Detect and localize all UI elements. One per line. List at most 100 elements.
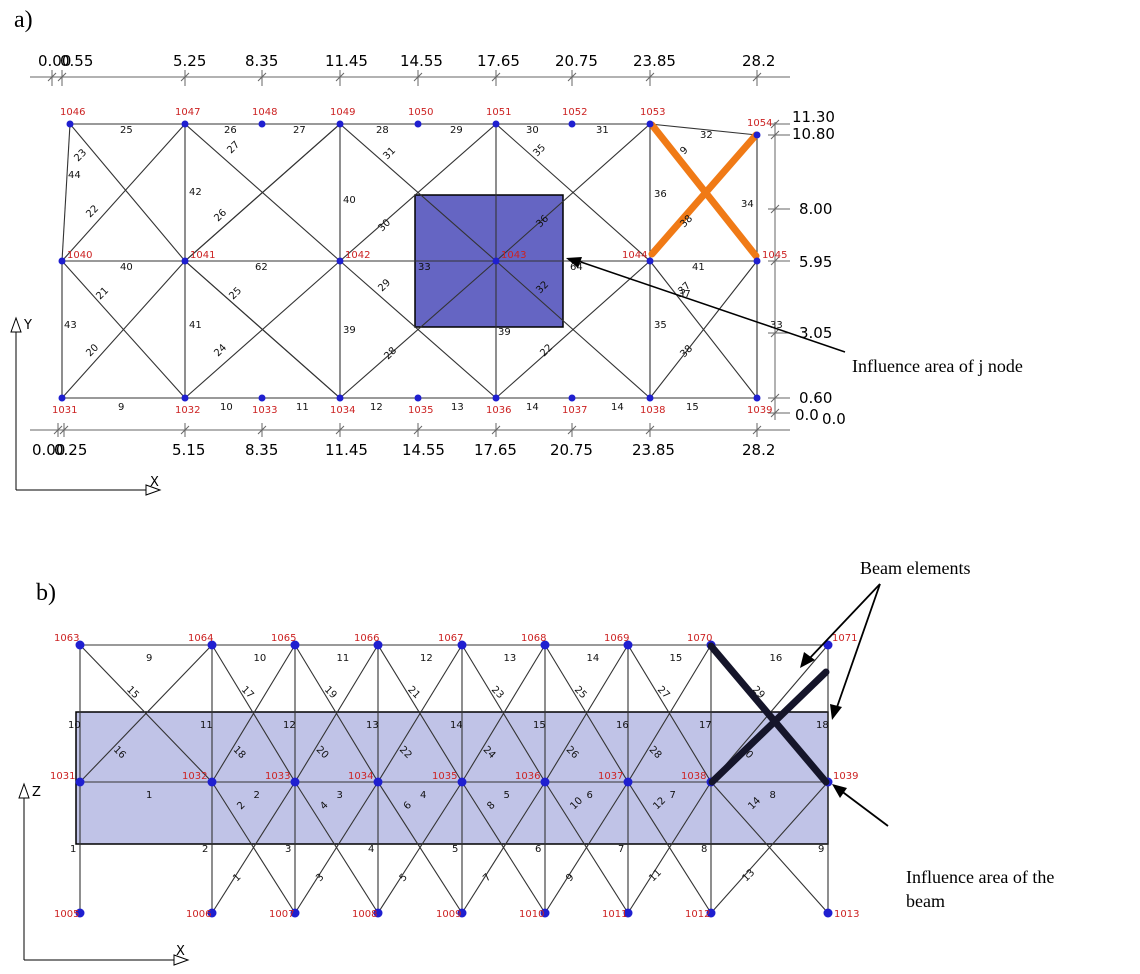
element-label: 7 — [481, 872, 493, 884]
node-dot — [457, 640, 467, 650]
element-label: 9 — [818, 844, 824, 855]
element-label: 10 — [220, 402, 233, 413]
element-label: 31 — [381, 145, 398, 162]
node-dot — [492, 394, 500, 402]
node-label: 1068 — [521, 633, 546, 644]
bottom-dim-label: 23.85 — [632, 441, 675, 459]
panel-a-dimension-lines — [30, 76, 790, 431]
node-dot — [181, 257, 189, 265]
element-label: 27 — [293, 125, 306, 136]
element-label: 37 — [678, 289, 691, 300]
node-dot — [181, 120, 189, 128]
element-label: 19 — [322, 684, 339, 701]
dim-tick-slash — [770, 328, 780, 338]
diagonal-member — [294, 644, 379, 783]
top-dim-label: 0.55 — [60, 52, 93, 70]
element-label: 25 — [227, 285, 244, 302]
node-label: 1013 — [834, 909, 859, 920]
element-label: 23 — [72, 147, 89, 164]
diagonal-member — [627, 644, 712, 783]
element-label: 10 — [254, 653, 267, 664]
bottom-dim-label: 14.55 — [402, 441, 445, 459]
element-label: 39 — [498, 327, 511, 338]
node-label: 1065 — [271, 633, 296, 644]
node-label: 1048 — [252, 107, 277, 118]
node-dot — [414, 394, 422, 402]
node-label: 1038 — [640, 405, 665, 416]
diagonal-member — [544, 781, 629, 914]
element-label: 10 — [68, 720, 81, 731]
right-dim-label: 8.00 — [799, 200, 832, 218]
dim-tick-slash — [413, 72, 423, 82]
diagonal-member — [461, 781, 546, 914]
element-label: 25 — [572, 684, 589, 701]
diagonal-member — [627, 781, 712, 914]
element-label: 13 — [740, 867, 757, 884]
node-label: 1012 — [685, 909, 710, 920]
element-label: 27 — [655, 684, 672, 701]
element-label: 15 — [533, 720, 546, 731]
element-label: 23 — [489, 684, 506, 701]
bottom-dim-label: 8.35 — [245, 441, 278, 459]
node-dot — [373, 777, 383, 787]
node-dot — [568, 120, 576, 128]
beam-elements-x — [707, 642, 830, 786]
node-dot — [58, 394, 66, 402]
node-dot — [414, 120, 422, 128]
element-label: 3 — [285, 844, 291, 855]
node-label: 1051 — [486, 107, 511, 118]
element-label: 9 — [146, 653, 152, 664]
element-label: 33 — [418, 262, 431, 273]
panel-a-right-ticks — [768, 119, 790, 418]
element-label: 62 — [255, 262, 268, 273]
arrowhead — [832, 784, 847, 798]
node-label: 1043 — [501, 250, 526, 261]
element-label: 12 — [370, 402, 383, 413]
element-label: 12 — [283, 720, 296, 731]
node-label: 1049 — [330, 107, 355, 118]
node-label: 1031 — [52, 405, 77, 416]
element-label: 13 — [366, 720, 379, 731]
element-label: 5 — [452, 844, 458, 855]
influence-arrow — [839, 789, 889, 827]
node-label: 1054 — [747, 118, 772, 129]
node-label: 1067 — [438, 633, 463, 644]
node-dot — [706, 908, 716, 918]
top-dim-label: 8.35 — [245, 52, 278, 70]
node-dot — [75, 777, 85, 787]
element-label: 34 — [741, 199, 754, 210]
element-label: 15 — [686, 402, 699, 413]
element-label: 36 — [654, 189, 667, 200]
element-label: 11 — [337, 653, 350, 664]
node-label: 1005 — [54, 909, 79, 920]
dim-tick-slash — [180, 72, 190, 82]
element-label: 35 — [531, 142, 548, 159]
element-label: 27 — [225, 139, 242, 156]
bottom-dim-label: 28.2 — [742, 441, 775, 459]
element-label: 14 — [526, 402, 539, 413]
top-dim-label: 0.00 — [38, 52, 71, 70]
node-label: 1037 — [562, 405, 587, 416]
panel-a-bottom-ticks — [53, 423, 762, 437]
element-label: 18 — [816, 720, 829, 731]
panel-a-axes — [10, 316, 162, 496]
top-dim-label: 5.25 — [173, 52, 206, 70]
bottom-dim-label: 5.15 — [172, 441, 205, 459]
node-dot — [492, 257, 500, 265]
arrowhead — [566, 257, 582, 268]
element-label: 41 — [189, 320, 202, 331]
top-dim-label: 23.85 — [633, 52, 676, 70]
element-label: 8 — [701, 844, 707, 855]
element-label: 6 — [587, 790, 593, 801]
node-label: 1035 — [408, 405, 433, 416]
node-label: 1050 — [408, 107, 433, 118]
y-axis-label: Y — [23, 318, 32, 333]
element-label: 4 — [420, 790, 426, 801]
element-label: 64 — [570, 262, 583, 273]
element-label: 12 — [420, 653, 433, 664]
top-dim-label: 28.2 — [742, 52, 775, 70]
diagonal-member — [377, 644, 463, 783]
element-label: 30 — [526, 125, 539, 136]
element-label: 43 — [64, 320, 77, 331]
